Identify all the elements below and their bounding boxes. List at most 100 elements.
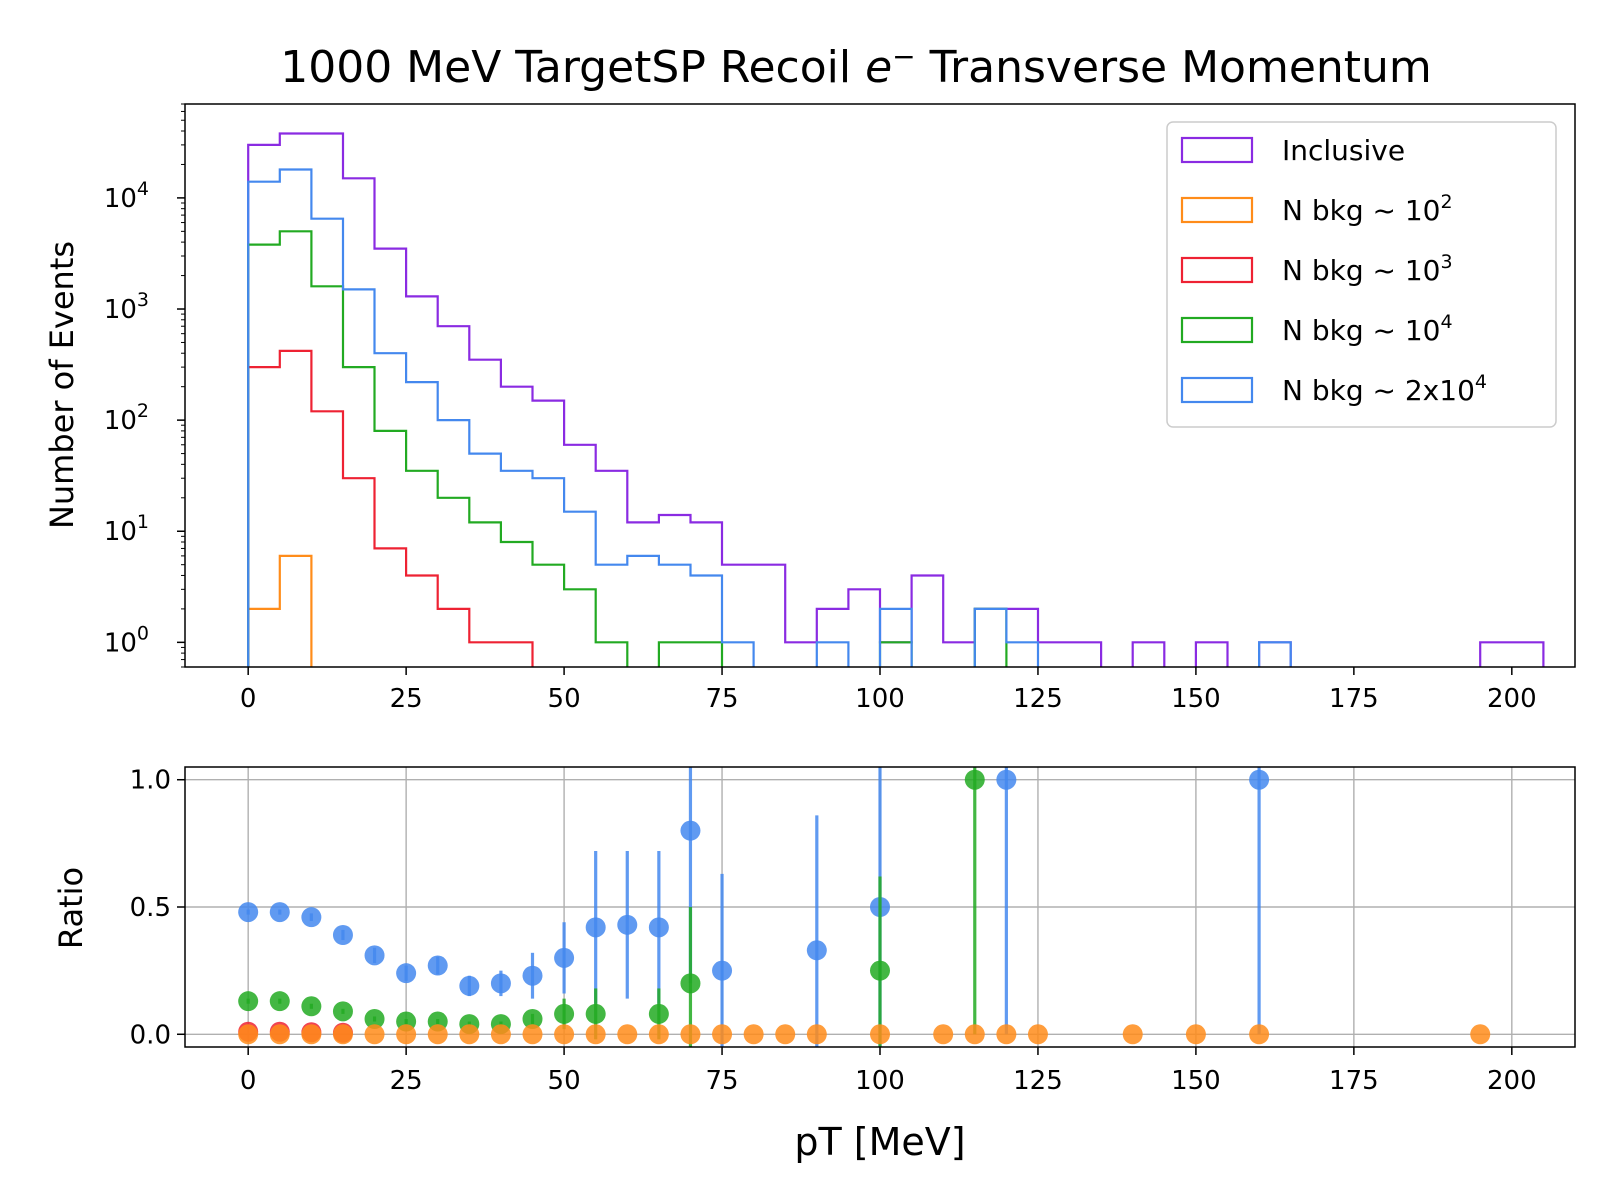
ratio-point	[964, 769, 985, 790]
ratio-x-tick-label: 150	[1171, 1066, 1221, 1096]
ratio-series-bkg2e4	[238, 767, 1270, 1047]
ratio-point	[1470, 1024, 1491, 1045]
legend-swatch-bkg1e4	[1180, 316, 1254, 344]
ratio-point	[712, 1024, 733, 1045]
ratio-point	[459, 975, 480, 996]
ratio-point	[585, 1003, 606, 1024]
ratio-point	[1122, 1024, 1143, 1045]
ratio-point	[648, 1024, 669, 1045]
ratio-x-tick-label: 125	[1013, 1066, 1063, 1096]
title-main: 1000 MeV TargetSP Recoil	[280, 42, 865, 93]
ratio-point	[301, 907, 322, 928]
ratio-point	[743, 1024, 764, 1045]
histogram-y-tick-label: 100	[104, 622, 149, 658]
ratio-point	[617, 914, 638, 935]
histogram-x-tick-label: 200	[1487, 684, 1537, 714]
ratio-y-tick-label: 1.0	[130, 766, 171, 796]
ratio-point	[396, 1024, 417, 1045]
ratio-point	[585, 917, 606, 938]
ratio-point	[1249, 769, 1270, 790]
ratio-point	[238, 1024, 259, 1045]
histogram-x-tick-label: 100	[855, 684, 905, 714]
ratio-point	[806, 940, 827, 961]
ratio-point	[459, 1024, 480, 1045]
histogram-y-axis-label: Number of Events	[43, 241, 81, 529]
legend-label-bkg1e2: N bkg ~ 102	[1282, 191, 1453, 227]
ratio-point	[996, 1024, 1017, 1045]
legend-swatch-bkg1e3	[1180, 256, 1254, 284]
ratio-plot-area	[238, 767, 1491, 1047]
ratio-point	[870, 960, 890, 981]
ratio-point	[680, 820, 701, 841]
histogram-x-tick-label: 175	[1329, 684, 1379, 714]
ratio-point	[585, 1024, 606, 1045]
ratio-frame	[184, 766, 1576, 1048]
ratio-x-tick-label: 0	[240, 1066, 257, 1096]
ratio-point	[427, 1024, 448, 1045]
ratio-point	[238, 991, 259, 1012]
histogram-series-bkg1e4	[247, 230, 1008, 667]
ratio-point	[554, 947, 575, 968]
ratio-point	[680, 973, 701, 994]
title-minus: −	[892, 40, 915, 73]
ratio-point	[933, 1024, 954, 1045]
ratio-point	[1249, 1024, 1270, 1045]
ratio-point	[364, 945, 385, 966]
ratio-x-tick-label: 175	[1329, 1066, 1379, 1096]
ratio-x-ticks: 0 25 50 75 100 125 150 175 200	[240, 1047, 1537, 1096]
legend-swatch-bkg1e2	[1180, 196, 1254, 224]
ratio-point	[522, 1009, 543, 1029]
histogram-x-tick-label: 50	[548, 684, 581, 714]
histogram-y-tick-label: 102	[104, 400, 149, 436]
ratio-point	[522, 1024, 543, 1045]
ratio-x-tick-label: 100	[855, 1066, 905, 1096]
histogram-x-ticks: 0 25 50 75 100 125 150 175 200	[240, 667, 1537, 714]
histogram-y-ticks: 100 101 102 103 104	[104, 103, 185, 668]
ratio-point	[996, 769, 1017, 790]
ratio-point	[554, 1003, 575, 1024]
legend: Inclusive N bkg ~ 102 N bkg ~ 103 N bkg ~ 1…	[1166, 121, 1557, 428]
ratio-point	[301, 996, 322, 1017]
ratio-point	[870, 1024, 890, 1045]
histogram-x-tick-label: 75	[705, 684, 738, 714]
ratio-point	[364, 1009, 385, 1029]
ratio-point	[332, 1024, 353, 1045]
ratio-point	[680, 1024, 701, 1045]
ratio-series-bkg1e4	[238, 767, 985, 1047]
ratio-x-tick-label: 50	[548, 1066, 581, 1096]
ratio-point	[806, 1024, 827, 1045]
ratio-x-tick-label: 200	[1487, 1066, 1537, 1096]
ratio-series-bkg1e2	[238, 1024, 1491, 1045]
ratio-point	[269, 991, 290, 1012]
legend-label-inclusive: Inclusive	[1282, 134, 1405, 167]
ratio-point	[648, 917, 669, 938]
ratio-x-axis-label: pT [MeV]	[794, 1120, 965, 1164]
ratio-point	[1027, 1024, 1048, 1045]
ratio-y-axis-label: Ratio	[52, 867, 90, 949]
histogram-series-bkg1e2	[247, 554, 313, 667]
histogram-frame	[184, 103, 1576, 668]
ratio-point	[490, 1024, 511, 1045]
ratio-y-tick-label: 0.0	[130, 1020, 171, 1050]
legend-label-bkg1e3: N bkg ~ 103	[1282, 251, 1453, 287]
title-electron: e	[865, 42, 892, 93]
histogram-y-tick-label: 104	[104, 178, 149, 214]
ratio-point	[269, 1024, 290, 1045]
ratio-point	[332, 1001, 353, 1022]
histogram-y-tick-label: 103	[104, 289, 149, 325]
ratio-point	[964, 1024, 985, 1045]
ratio-point	[396, 963, 417, 984]
ratio-point	[522, 965, 543, 986]
ratio-point	[301, 1024, 322, 1045]
ratio-point	[617, 1024, 638, 1045]
legend-label-bkg2e4: N bkg ~ 2x104	[1282, 371, 1487, 407]
title-end: Transverse Momentum	[916, 42, 1432, 93]
legend-swatch-inclusive	[1180, 136, 1254, 164]
ratio-x-tick-label: 25	[390, 1066, 423, 1096]
chart-title: 1000 MeV TargetSP Recoil e− Transverse M…	[280, 40, 1432, 93]
legend-swatch-bkg2e4	[1180, 376, 1254, 404]
histogram-x-tick-label: 25	[390, 684, 423, 714]
legend-label-bkg1e4: N bkg ~ 104	[1282, 311, 1453, 347]
histogram-series-bkg1e3	[247, 349, 534, 667]
